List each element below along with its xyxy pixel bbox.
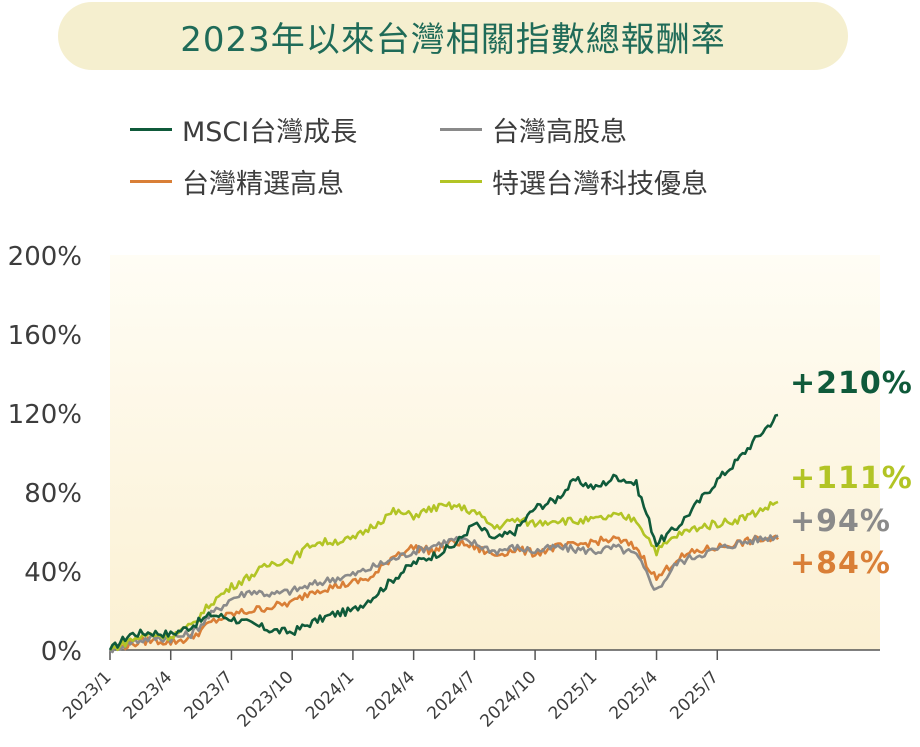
legend-swatch-high-dividend xyxy=(440,128,482,131)
end-label: +210% xyxy=(790,366,913,401)
x-tick-label: 2024/1 xyxy=(302,667,358,723)
x-tick-label: 2023/4 xyxy=(120,667,176,723)
x-tick-label: 2024/10 xyxy=(477,667,541,731)
end-label: +84% xyxy=(790,546,891,581)
legend-swatch-msci-growth xyxy=(130,128,172,131)
legend-swatch-tech-dividend xyxy=(440,180,482,183)
x-tick-label: 2024/7 xyxy=(423,667,479,723)
legend-label-tech-dividend: 特選台灣科技優息 xyxy=(492,169,708,200)
x-tick-label: 2023/7 xyxy=(181,667,237,723)
series-lines xyxy=(108,413,780,654)
title-banner: 2023年以來台灣相關指數總報酬率 xyxy=(58,2,848,70)
end-labels: +210% +111% +94% +84% xyxy=(790,366,913,581)
legend-label-select-high-yield: 台灣精選高息 xyxy=(182,169,344,200)
y-tick-label: 200% xyxy=(8,242,82,272)
x-tick-label: 2025/1 xyxy=(545,667,601,723)
legend-label-high-dividend: 台灣高股息 xyxy=(492,117,627,148)
x-tick-label: 2023/1 xyxy=(59,667,115,723)
y-tick-label: 80% xyxy=(24,479,82,509)
x-tick-label: 2024/4 xyxy=(363,667,419,723)
legend-item-select-high-yield: 台灣精選高息 xyxy=(130,162,344,201)
legend-item-high-dividend: 台灣高股息 xyxy=(440,110,627,149)
end-label: +111% xyxy=(790,461,913,496)
y-axis-ticks: 200% 160% 120% 80% 40% 0% xyxy=(8,242,82,667)
x-tick-label: 2025/7 xyxy=(666,667,722,723)
series-line xyxy=(109,500,779,652)
y-tick-label: 0% xyxy=(41,637,82,667)
x-tick-label: 2023/10 xyxy=(234,667,298,731)
series-line xyxy=(108,413,779,651)
y-tick-label: 120% xyxy=(8,400,82,430)
legend-item-tech-dividend: 特選台灣科技優息 xyxy=(440,162,708,201)
x-tick-label: 2025/4 xyxy=(606,667,662,723)
y-tick-label: 40% xyxy=(24,558,82,588)
legend-item-msci-growth: MSCI台灣成長 xyxy=(130,110,357,149)
y-tick-label: 160% xyxy=(8,321,82,351)
legend-swatch-select-high-yield xyxy=(130,180,172,183)
chart-title: 2023年以來台灣相關指數總報酬率 xyxy=(180,19,726,60)
legend-label-msci-growth: MSCI台灣成長 xyxy=(182,117,358,148)
end-label: +94% xyxy=(790,504,891,539)
series-line xyxy=(109,534,779,654)
